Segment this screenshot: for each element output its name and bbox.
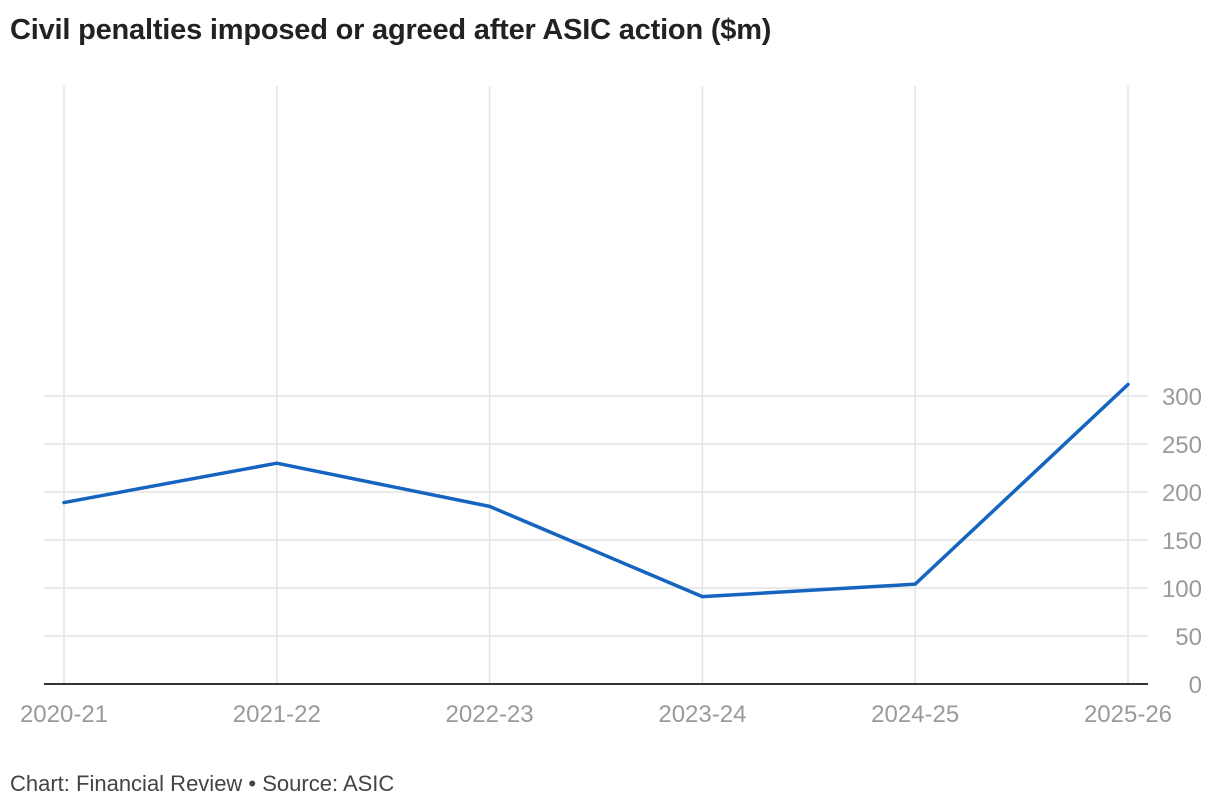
- x-tick-label: 2022-23: [446, 701, 534, 728]
- y-tick-label: 50: [1175, 624, 1202, 651]
- chart-source-credit: Chart: Financial Review • Source: ASIC: [10, 771, 395, 796]
- line-chart: 0 50 100 150 200 250 300 2020-21 2021-22 2022-23 2…: [20, 86, 1202, 728]
- y-tick-label: 200: [1162, 480, 1202, 507]
- x-tick-label: 2025-26: [1084, 701, 1172, 728]
- y-tick-label: 300: [1162, 384, 1202, 411]
- x-tick-label: 2021-22: [233, 701, 321, 728]
- x-tick-label: 2020-21: [20, 701, 108, 728]
- series: [62, 382, 1130, 599]
- y-tick-label: 100: [1162, 576, 1202, 603]
- x-tick-label: 2024-25: [871, 701, 959, 728]
- y-tick-label: 150: [1162, 528, 1202, 555]
- y-tick-label: 0: [1189, 672, 1202, 699]
- axes: 0 50 100 150 200 250 300 2020-21 2021-22 2022-23 2…: [20, 384, 1202, 728]
- x-tick-label: 2023-24: [658, 701, 746, 728]
- y-tick-label: 250: [1162, 432, 1202, 459]
- series-line: [62, 382, 1130, 599]
- chart-title: Civil penalties imposed or agreed after …: [10, 14, 772, 46]
- gridlines: [44, 86, 1148, 684]
